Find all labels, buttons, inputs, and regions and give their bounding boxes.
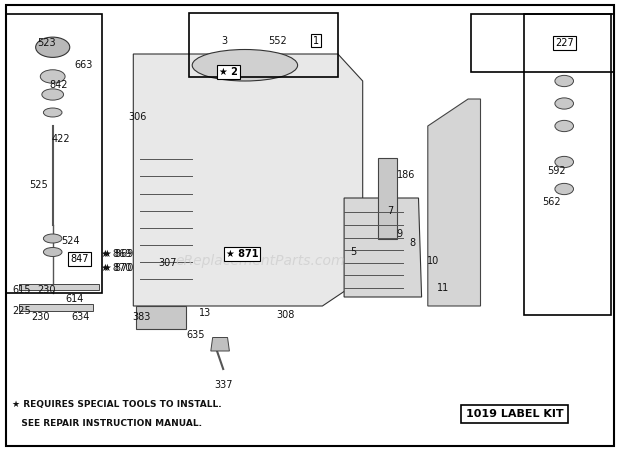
Ellipse shape bbox=[555, 184, 574, 194]
Polygon shape bbox=[19, 304, 93, 310]
Text: 383: 383 bbox=[132, 312, 151, 322]
Text: 524: 524 bbox=[61, 236, 79, 246]
Text: 847: 847 bbox=[70, 254, 89, 264]
Text: ★ 2: ★ 2 bbox=[219, 67, 237, 77]
Ellipse shape bbox=[192, 50, 298, 81]
Text: ★ 871: ★ 871 bbox=[226, 249, 258, 259]
Text: 9: 9 bbox=[397, 229, 403, 239]
Text: 1019 LABEL KIT: 1019 LABEL KIT bbox=[466, 409, 564, 419]
Text: ★ 869: ★ 869 bbox=[102, 249, 131, 259]
Text: ★ 870: ★ 870 bbox=[102, 263, 131, 273]
Text: 562: 562 bbox=[542, 198, 561, 207]
Text: 615: 615 bbox=[12, 285, 31, 295]
Text: ★ 870: ★ 870 bbox=[103, 263, 133, 273]
Text: 308: 308 bbox=[276, 310, 294, 320]
Bar bbox=[189, 14, 338, 76]
Text: 634: 634 bbox=[71, 312, 90, 322]
Ellipse shape bbox=[42, 89, 64, 100]
Text: 523: 523 bbox=[37, 38, 56, 48]
Text: 7: 7 bbox=[388, 207, 394, 216]
Polygon shape bbox=[136, 306, 186, 328]
Text: 230: 230 bbox=[31, 312, 50, 322]
Text: eReplacementParts.com: eReplacementParts.com bbox=[175, 254, 345, 268]
Bar bbox=[6, 14, 102, 292]
Polygon shape bbox=[133, 54, 363, 306]
Text: 842: 842 bbox=[50, 81, 68, 90]
Text: 3: 3 bbox=[221, 36, 228, 45]
Polygon shape bbox=[211, 338, 229, 351]
Text: 337: 337 bbox=[214, 380, 232, 390]
Text: 307: 307 bbox=[158, 258, 177, 268]
Polygon shape bbox=[428, 99, 480, 306]
Ellipse shape bbox=[43, 234, 62, 243]
Text: 592: 592 bbox=[547, 166, 566, 176]
Text: 1: 1 bbox=[313, 36, 319, 45]
Text: ★ REQUIRES SPECIAL TOOLS TO INSTALL.: ★ REQUIRES SPECIAL TOOLS TO INSTALL. bbox=[12, 400, 222, 410]
Bar bbox=[524, 14, 611, 315]
Ellipse shape bbox=[36, 37, 69, 57]
Text: 422: 422 bbox=[51, 135, 70, 144]
Ellipse shape bbox=[555, 120, 574, 131]
Text: 13: 13 bbox=[198, 308, 211, 318]
Ellipse shape bbox=[40, 70, 65, 83]
Text: 230: 230 bbox=[37, 285, 56, 295]
Text: 635: 635 bbox=[186, 330, 205, 340]
Bar bbox=[471, 14, 614, 72]
Text: 5: 5 bbox=[350, 247, 356, 257]
Text: SEE REPAIR INSTRUCTION MANUAL.: SEE REPAIR INSTRUCTION MANUAL. bbox=[12, 418, 202, 427]
Text: 10: 10 bbox=[427, 256, 439, 266]
Ellipse shape bbox=[43, 108, 62, 117]
Text: 186: 186 bbox=[397, 171, 415, 180]
Ellipse shape bbox=[555, 75, 574, 86]
Text: 525: 525 bbox=[29, 180, 48, 189]
Text: 11: 11 bbox=[437, 283, 450, 293]
Polygon shape bbox=[19, 284, 99, 290]
Text: 663: 663 bbox=[74, 60, 93, 70]
Text: ★ 869: ★ 869 bbox=[103, 249, 133, 259]
Text: 306: 306 bbox=[128, 112, 147, 122]
Ellipse shape bbox=[555, 98, 574, 109]
Text: 614: 614 bbox=[65, 294, 84, 304]
Text: 227: 227 bbox=[555, 38, 574, 48]
Text: 8: 8 bbox=[409, 238, 415, 248]
Polygon shape bbox=[344, 198, 422, 297]
Text: 225: 225 bbox=[12, 306, 31, 315]
Text: 552: 552 bbox=[268, 36, 287, 45]
Polygon shape bbox=[378, 158, 397, 239]
Ellipse shape bbox=[555, 157, 574, 168]
Ellipse shape bbox=[43, 248, 62, 256]
